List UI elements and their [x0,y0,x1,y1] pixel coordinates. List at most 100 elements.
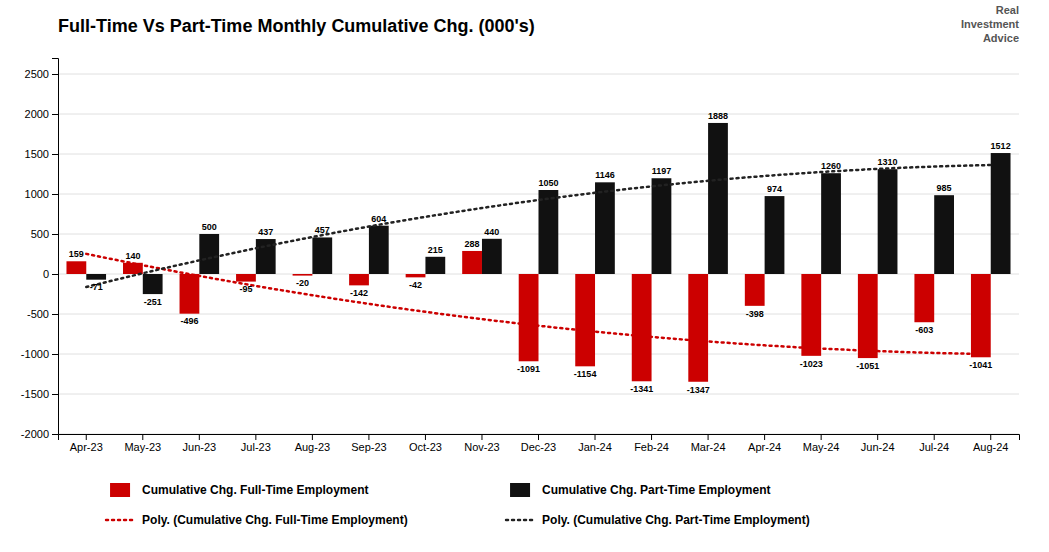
x-tick-label: Jan-24 [578,441,612,453]
x-tick: Jun-23 [183,434,217,453]
data-label: -1051 [856,361,879,371]
annotation: Real Investment Advice [961,4,1019,44]
x-tick-label: Jul-24 [919,441,949,453]
legend-label: Cumulative Chg. Full-Time Employment [142,483,368,497]
grid-line [58,394,1019,395]
bar [991,153,1011,274]
x-tick-mark [990,434,991,440]
y-tick-mark [52,154,58,155]
x-tick: Nov-23 [464,434,499,453]
y-tick-label: 0 [43,268,49,280]
x-tick-mark [821,434,822,440]
data-label: -142 [350,288,368,298]
bar [632,274,652,381]
data-label: 440 [484,227,499,237]
x-axis-line [59,435,1020,441]
plot: -2000-1500-1000-50005001000150020002500A… [21,59,1020,453]
data-label: 1050 [538,178,558,188]
data-label: -20 [296,278,309,288]
x-tick: Sep-23 [351,434,386,453]
bar [708,123,728,274]
y-axis: -2000-1500-1000-50005001000150020002500 [21,59,59,441]
data-label: -1023 [800,359,823,369]
data-label: -603 [915,325,933,335]
x-axis: Apr-23May-23Jun-23Jul-23Aug-23Sep-23Oct-… [59,434,1020,453]
bar [293,274,313,276]
legend-item: Poly. (Cumulative Chg. Part-Time Employm… [506,513,810,527]
bar [482,239,502,274]
data-label: 974 [767,184,782,194]
x-tick: Mar-24 [691,434,726,453]
x-tick: Oct-23 [409,434,442,453]
data-label: 140 [125,251,140,261]
y-axis-line [52,59,59,435]
bar [236,274,256,282]
x-tick-label: Sep-23 [351,441,386,453]
y-tick-mark [52,314,58,315]
x-tick-mark [764,434,765,440]
x-tick-mark [538,434,539,440]
x-tick-label: Oct-23 [409,441,442,453]
data-labels: 159140-496-95-20-142-42288-1091-1154-134… [69,111,1011,395]
data-label: -496 [180,316,198,326]
x-tick-mark [481,434,482,440]
legend: Cumulative Chg. Full-Time Employment Cumu… [106,483,810,527]
legend-swatch [110,483,130,497]
annotation-line: Investment [961,18,1019,30]
bar [539,190,559,274]
bar [369,226,389,274]
x-tick-mark [651,434,652,440]
x-tick: Apr-24 [748,434,781,453]
y-tick-label: -1000 [21,348,49,360]
grid-line [58,154,1019,155]
data-label: -1341 [630,384,653,394]
x-tick-label: Mar-24 [691,441,726,453]
bar [312,237,332,274]
y-tick-label: -2000 [21,428,49,440]
x-tick-mark [199,434,200,440]
bar [765,196,785,274]
bar [575,274,595,366]
y-tick: 2500 [25,68,58,80]
marks [66,123,1010,382]
bar [934,195,954,274]
y-tick: -1000 [21,348,58,360]
data-label: 604 [371,214,386,224]
data-label: -1041 [969,360,992,370]
legend-swatch [510,483,530,497]
legend-item: Cumulative Chg. Part-Time Employment [510,483,771,497]
bar [801,274,821,356]
x-tick-mark [368,434,369,440]
bar [971,274,991,357]
legend-item: Cumulative Chg. Full-Time Employment [110,483,368,497]
x-tick-mark [934,434,935,440]
x-tick-label: May-23 [124,441,161,453]
data-label: 437 [258,227,273,237]
x-tick-label: Jun-23 [183,441,217,453]
x-tick-mark [595,434,596,440]
y-tick: -500 [27,308,58,320]
x-tick-label: Aug-23 [295,441,330,453]
y-tick-label: 2000 [25,108,49,120]
annotation-line: Real [996,4,1019,16]
x-tick: Aug-23 [295,434,330,453]
data-label: -95 [239,284,252,294]
x-tick-label: Aug-24 [973,441,1008,453]
legend-label: Poly. (Cumulative Chg. Full-Time Employm… [142,513,408,527]
annotation-line: Advice [983,32,1019,44]
x-tick-mark [86,434,87,440]
y-tick-label: -1500 [21,388,49,400]
y-tick: 1000 [25,188,58,200]
bar [745,274,765,306]
trend-line [86,254,990,354]
y-tick: -1500 [21,388,58,400]
y-tick-mark [52,234,58,235]
legend-swatch [506,519,534,522]
bar [821,173,841,274]
y-tick-mark [52,274,58,275]
x-tick-label: May-24 [803,441,840,453]
legend-label: Cumulative Chg. Part-Time Employment [542,483,771,497]
data-label: 1146 [595,170,615,180]
y-tick: 500 [31,228,58,240]
x-tick: Apr-23 [70,434,103,453]
